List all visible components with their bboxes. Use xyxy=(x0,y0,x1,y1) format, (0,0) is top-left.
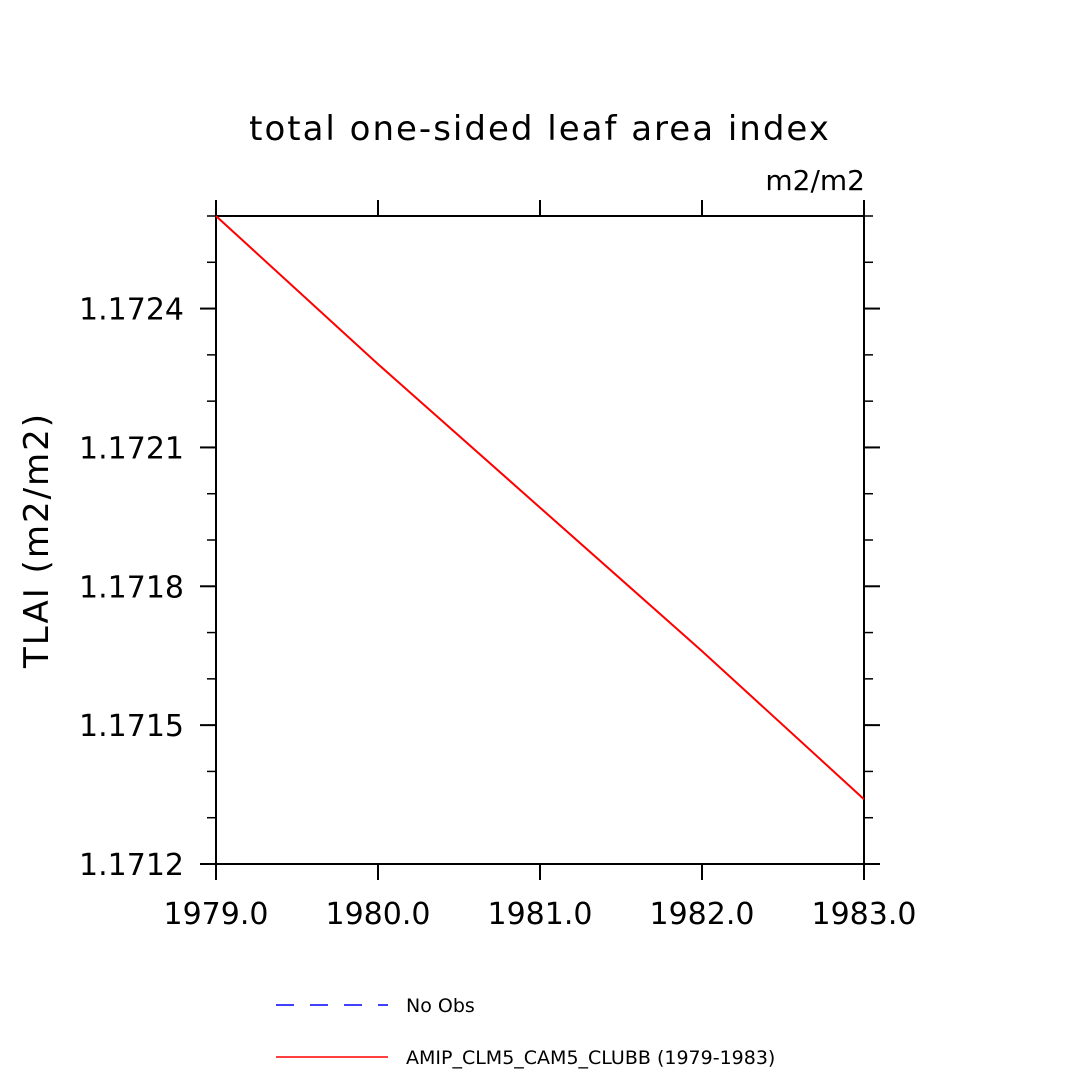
plot-frame xyxy=(215,215,865,865)
y-tick-label: 1.1712 xyxy=(79,848,184,883)
legend-label: No Obs xyxy=(406,995,475,1017)
x-tick-labels: 1979.0 1980.0 1981.0 1982.0 1983.0 xyxy=(164,897,917,932)
legend: No Obs AMIP_CLM5_CAM5_CLUBB (1979-1983) xyxy=(276,995,775,1069)
y-axis-label: TLAI (m2/m2) xyxy=(17,412,57,669)
chart-title: total one-sided leaf area index xyxy=(249,109,831,149)
series-line xyxy=(215,215,865,800)
y-tick-label: 1.1718 xyxy=(79,570,184,605)
series-layer xyxy=(215,215,865,800)
legend-label: AMIP_CLM5_CAM5_CLUBB (1979-1983) xyxy=(406,1047,775,1069)
units-label: m2/m2 xyxy=(765,164,865,197)
y-tick-labels: 1.1712 1.1715 1.1718 1.1721 1.1724 xyxy=(79,293,184,883)
x-tick-label: 1981.0 xyxy=(488,897,593,932)
x-tick-label: 1983.0 xyxy=(812,897,917,932)
x-tick-label: 1980.0 xyxy=(326,897,431,932)
y-tick-label: 1.1721 xyxy=(79,431,184,466)
y-tick-label: 1.1715 xyxy=(79,709,184,744)
x-tick-label: 1982.0 xyxy=(650,897,755,932)
x-tick-label: 1979.0 xyxy=(164,897,269,932)
y-tick-label: 1.1724 xyxy=(79,293,184,328)
axis-ticks xyxy=(200,200,880,880)
